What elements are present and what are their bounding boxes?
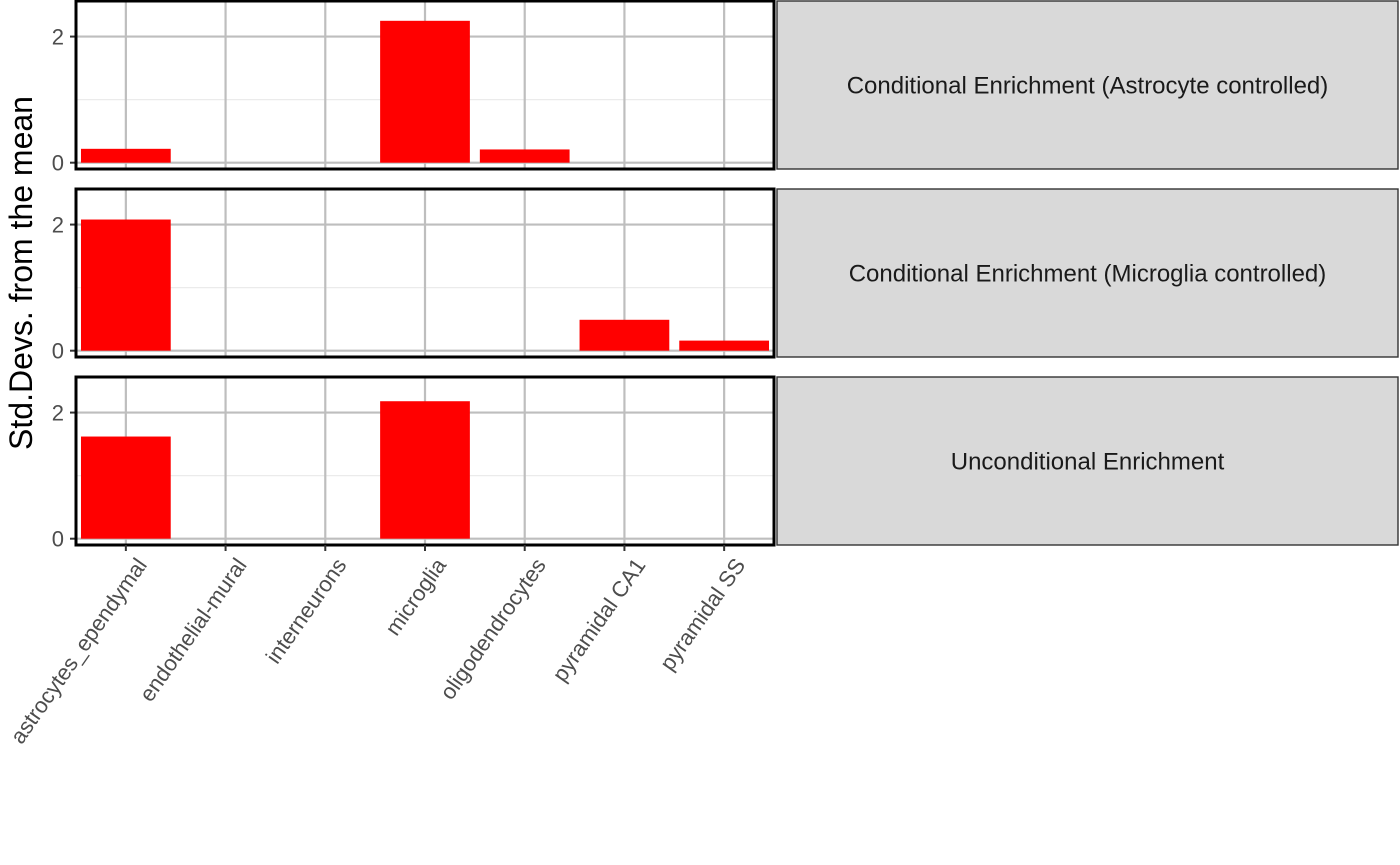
y-tick-label: 0 bbox=[52, 151, 64, 176]
facet-panel-1: 0 2 Conditional Enrichment (Astrocyte cont… bbox=[52, 0, 1399, 176]
x-tick-label: endothelial-mural bbox=[134, 554, 251, 707]
facet-strip bbox=[776, 0, 1399, 170]
facet-strip bbox=[776, 188, 1399, 358]
y-tick-label: 2 bbox=[52, 401, 64, 426]
y-axis-title: Std.Devs. from the mean bbox=[3, 96, 39, 450]
bar-astrocytes_ependymal bbox=[80, 219, 171, 351]
bar-oligodendrocytes bbox=[479, 149, 570, 163]
x-tick-label: pyramidal SS bbox=[655, 554, 751, 676]
bar-astrocytes_ependymal bbox=[80, 148, 171, 163]
bar-pyramidal CA1 bbox=[579, 319, 670, 351]
facet-strip-label: Conditional Enrichment (Microglia contro… bbox=[849, 261, 1327, 288]
y-tick-label: 0 bbox=[52, 339, 64, 364]
bar-microglia bbox=[380, 401, 470, 539]
y-tick-label: 2 bbox=[52, 213, 64, 238]
x-tick-label: astrocytes_ependymal bbox=[5, 554, 152, 749]
y-tick-label: 2 bbox=[52, 25, 64, 50]
x-tick-label: pyramidal CA1 bbox=[547, 554, 650, 687]
y-tick-label: 0 bbox=[52, 527, 64, 552]
x-tick-label: microglia bbox=[380, 553, 451, 640]
panel-border bbox=[74, 0, 776, 171]
facet-strip-label: Unconditional Enrichment bbox=[951, 449, 1225, 476]
bar-pyramidal SS bbox=[679, 340, 770, 351]
facet-strip-label: Conditional Enrichment (Astrocyte contro… bbox=[847, 73, 1329, 100]
facet-panel-2: 0 2 Conditional Enrichment (Microglia cont… bbox=[52, 187, 1399, 364]
x-tick-label: oligodendrocytes bbox=[435, 554, 551, 705]
bar-astrocytes_ependymal bbox=[80, 436, 171, 539]
x-tick-label: interneurons bbox=[261, 554, 352, 669]
panel-border bbox=[74, 187, 776, 359]
facet-strip bbox=[776, 376, 1399, 546]
facet-panel-3: 0 2 Unconditional Enrichment bbox=[52, 375, 1399, 552]
bar-microglia bbox=[380, 20, 470, 163]
